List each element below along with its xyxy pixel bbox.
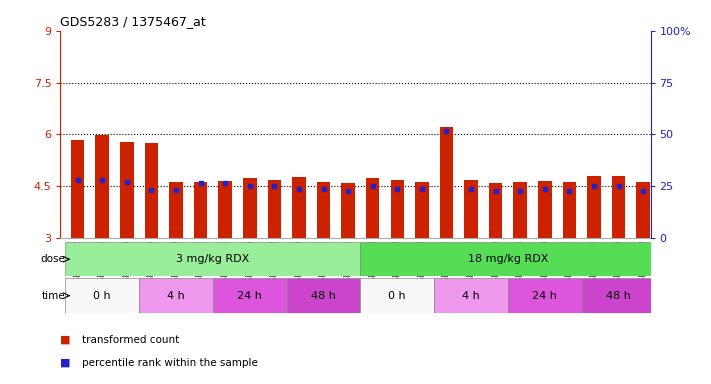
Bar xyxy=(169,182,183,238)
Text: 48 h: 48 h xyxy=(606,291,631,301)
Bar xyxy=(360,242,656,276)
Bar xyxy=(390,180,404,238)
Bar xyxy=(439,127,453,238)
Bar xyxy=(139,278,213,313)
Bar xyxy=(65,242,360,276)
Text: 4 h: 4 h xyxy=(167,291,185,301)
Bar xyxy=(213,278,287,313)
Bar xyxy=(218,181,232,238)
Bar xyxy=(120,142,134,238)
Bar xyxy=(341,183,355,238)
Bar xyxy=(434,278,508,313)
Text: GDS5283 / 1375467_at: GDS5283 / 1375467_at xyxy=(60,15,206,28)
Text: percentile rank within the sample: percentile rank within the sample xyxy=(82,358,257,368)
Bar xyxy=(587,176,601,238)
Text: 4 h: 4 h xyxy=(462,291,480,301)
Text: 24 h: 24 h xyxy=(237,291,262,301)
Bar xyxy=(144,143,158,238)
Bar xyxy=(65,278,139,313)
Bar xyxy=(267,180,281,238)
Text: dose: dose xyxy=(41,254,65,264)
Bar xyxy=(636,182,650,238)
Bar xyxy=(538,181,552,238)
Bar xyxy=(366,178,380,238)
Bar xyxy=(464,180,478,238)
Text: 24 h: 24 h xyxy=(533,291,557,301)
Text: ■: ■ xyxy=(60,358,71,368)
Bar xyxy=(317,182,331,238)
Bar xyxy=(360,278,434,313)
Bar xyxy=(582,278,656,313)
Text: 48 h: 48 h xyxy=(311,291,336,301)
Text: time: time xyxy=(42,291,65,301)
Bar xyxy=(489,184,503,238)
Bar xyxy=(194,182,208,238)
Bar xyxy=(562,182,576,238)
Text: ■: ■ xyxy=(60,335,71,345)
Bar xyxy=(287,278,360,313)
Bar xyxy=(243,178,257,238)
Text: 0 h: 0 h xyxy=(388,291,406,301)
Text: 0 h: 0 h xyxy=(93,291,111,301)
Bar xyxy=(292,177,306,238)
Text: transformed count: transformed count xyxy=(82,335,179,345)
Text: 18 mg/kg RDX: 18 mg/kg RDX xyxy=(468,254,548,264)
Text: 3 mg/kg RDX: 3 mg/kg RDX xyxy=(176,254,250,264)
Bar xyxy=(95,136,109,238)
Bar xyxy=(415,182,429,238)
Bar xyxy=(71,140,85,238)
Bar xyxy=(513,182,527,238)
Bar xyxy=(508,278,582,313)
Bar xyxy=(612,176,626,238)
